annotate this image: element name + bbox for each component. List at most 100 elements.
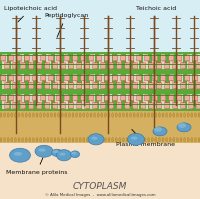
FancyBboxPatch shape: [69, 63, 74, 69]
Polygon shape: [46, 94, 51, 109]
FancyBboxPatch shape: [9, 75, 14, 81]
Ellipse shape: [176, 138, 178, 142]
Ellipse shape: [115, 138, 117, 142]
Ellipse shape: [173, 113, 175, 117]
FancyBboxPatch shape: [117, 83, 122, 89]
FancyBboxPatch shape: [113, 95, 118, 101]
Ellipse shape: [187, 113, 189, 117]
FancyBboxPatch shape: [65, 95, 70, 101]
Ellipse shape: [14, 152, 22, 156]
FancyBboxPatch shape: [81, 75, 86, 81]
FancyBboxPatch shape: [33, 75, 38, 81]
Ellipse shape: [50, 113, 52, 117]
Polygon shape: [46, 74, 51, 89]
Ellipse shape: [131, 137, 138, 140]
Polygon shape: [73, 54, 77, 69]
Ellipse shape: [151, 138, 153, 142]
FancyBboxPatch shape: [125, 83, 130, 89]
Ellipse shape: [32, 138, 34, 142]
Polygon shape: [108, 54, 112, 69]
Ellipse shape: [158, 138, 160, 142]
Text: Peptidoglycan: Peptidoglycan: [44, 13, 88, 37]
Ellipse shape: [40, 113, 42, 117]
Ellipse shape: [133, 138, 135, 142]
FancyBboxPatch shape: [73, 95, 78, 101]
Ellipse shape: [122, 113, 124, 117]
FancyBboxPatch shape: [61, 63, 66, 69]
FancyBboxPatch shape: [129, 75, 134, 81]
Ellipse shape: [61, 138, 63, 142]
Ellipse shape: [108, 138, 110, 142]
Ellipse shape: [187, 138, 189, 142]
Polygon shape: [82, 54, 86, 69]
Ellipse shape: [155, 113, 157, 117]
Bar: [0, 139, 200, 199]
Ellipse shape: [153, 127, 167, 136]
Ellipse shape: [166, 113, 168, 117]
Polygon shape: [134, 94, 139, 109]
Ellipse shape: [47, 113, 49, 117]
Ellipse shape: [130, 138, 132, 142]
FancyBboxPatch shape: [81, 55, 86, 61]
FancyBboxPatch shape: [173, 103, 178, 109]
FancyBboxPatch shape: [173, 63, 178, 69]
FancyBboxPatch shape: [145, 95, 150, 101]
Polygon shape: [126, 54, 130, 69]
FancyBboxPatch shape: [197, 103, 200, 109]
FancyBboxPatch shape: [57, 55, 62, 61]
FancyBboxPatch shape: [61, 103, 66, 109]
FancyBboxPatch shape: [1, 95, 6, 101]
FancyBboxPatch shape: [185, 55, 190, 61]
FancyBboxPatch shape: [17, 55, 22, 61]
FancyBboxPatch shape: [77, 83, 82, 89]
FancyBboxPatch shape: [189, 83, 194, 89]
Polygon shape: [152, 94, 156, 109]
FancyBboxPatch shape: [109, 103, 114, 109]
FancyBboxPatch shape: [105, 75, 110, 81]
Text: Plasma membrane: Plasma membrane: [116, 129, 175, 147]
FancyBboxPatch shape: [181, 83, 186, 89]
FancyBboxPatch shape: [133, 103, 138, 109]
FancyBboxPatch shape: [73, 75, 78, 81]
FancyBboxPatch shape: [37, 103, 42, 109]
Polygon shape: [196, 54, 200, 69]
FancyBboxPatch shape: [33, 95, 38, 101]
Ellipse shape: [10, 148, 30, 162]
Polygon shape: [170, 94, 174, 109]
Polygon shape: [152, 54, 156, 69]
FancyBboxPatch shape: [25, 95, 30, 101]
FancyBboxPatch shape: [173, 83, 178, 89]
Ellipse shape: [65, 138, 67, 142]
Ellipse shape: [36, 113, 38, 117]
FancyBboxPatch shape: [197, 63, 200, 69]
Polygon shape: [161, 54, 165, 69]
FancyBboxPatch shape: [113, 55, 118, 61]
FancyBboxPatch shape: [21, 83, 26, 89]
Bar: [0, 111, 200, 143]
Ellipse shape: [86, 138, 88, 142]
Ellipse shape: [4, 113, 6, 117]
Polygon shape: [90, 74, 95, 89]
Ellipse shape: [101, 113, 103, 117]
FancyBboxPatch shape: [49, 55, 54, 61]
Polygon shape: [134, 74, 139, 89]
Ellipse shape: [94, 138, 96, 142]
FancyBboxPatch shape: [121, 95, 126, 101]
Ellipse shape: [162, 138, 164, 142]
Text: Teichoic acid: Teichoic acid: [136, 6, 176, 21]
FancyBboxPatch shape: [169, 75, 174, 81]
FancyBboxPatch shape: [57, 95, 62, 101]
Polygon shape: [55, 54, 60, 69]
Text: CYTOPLASM: CYTOPLASM: [73, 181, 127, 191]
FancyBboxPatch shape: [153, 75, 158, 81]
Ellipse shape: [169, 138, 171, 142]
FancyBboxPatch shape: [157, 63, 162, 69]
Ellipse shape: [180, 138, 182, 142]
FancyBboxPatch shape: [97, 95, 102, 101]
Ellipse shape: [25, 138, 27, 142]
Polygon shape: [82, 74, 86, 89]
FancyBboxPatch shape: [25, 75, 30, 81]
FancyBboxPatch shape: [33, 55, 38, 61]
FancyBboxPatch shape: [185, 75, 190, 81]
Polygon shape: [38, 94, 42, 109]
